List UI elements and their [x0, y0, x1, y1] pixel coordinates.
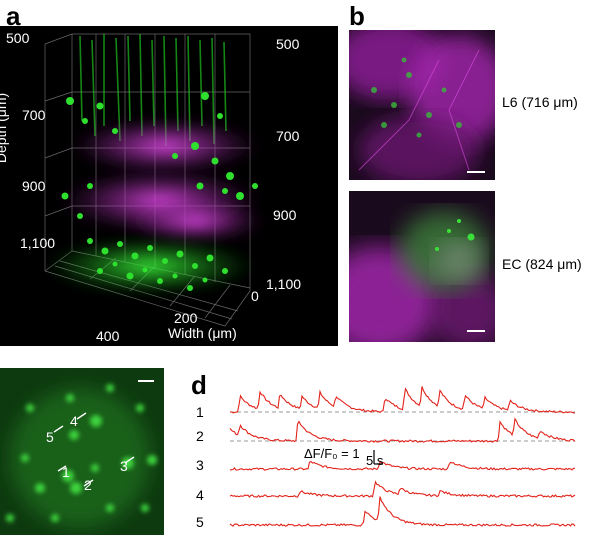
trace-1	[229, 386, 576, 414]
volume-render-svg	[44, 33, 265, 327]
trace-label-4: 4	[196, 487, 204, 503]
scale-bar-c	[138, 380, 154, 382]
depth-tick-700: 700	[22, 107, 46, 123]
trace-2	[229, 417, 576, 443]
right-tick-500: 500	[276, 36, 300, 52]
depth-tick-900: 900	[22, 178, 46, 194]
panel-letter-b: b	[349, 1, 365, 31]
trace-5	[229, 496, 576, 527]
width-axis-title: Width (μm)	[168, 325, 237, 341]
cell-label-1: 1	[62, 464, 70, 480]
trace-scale-bar	[373, 450, 383, 465]
cell-label-5: 5	[46, 429, 54, 445]
width-tick-0: 0	[251, 288, 259, 304]
micrograph-cells	[0, 368, 164, 535]
panel-letter-d: d	[191, 370, 207, 400]
micrograph-l6-svg	[349, 30, 495, 180]
layer-label-sp: SP	[317, 250, 336, 266]
label-l6-depth: L6 (716 μm)	[502, 94, 578, 110]
cell-label-3: 3	[120, 458, 128, 474]
depth-axis-title: Depth (μm)	[0, 92, 10, 164]
trace-label-5: 5	[196, 514, 204, 530]
micrograph-cells-svg	[0, 368, 164, 535]
trace-4	[229, 480, 576, 498]
scale-label-dff: ΔF/F₀ = 1	[304, 446, 360, 461]
right-tick-700: 700	[276, 128, 300, 144]
calcium-traces	[229, 386, 576, 527]
cell-label-2: 2	[84, 477, 92, 493]
micrograph-ec-svg	[349, 191, 495, 342]
panel-letter-a: a	[6, 1, 21, 31]
trace-label-2: 2	[196, 428, 204, 444]
layer-brackets	[304, 41, 311, 289]
layer-label-l5: L5	[317, 88, 333, 104]
layer-label-ec: EC	[317, 193, 337, 209]
width-tick-200: 200	[174, 310, 198, 326]
cell-label-4: 4	[70, 413, 78, 429]
scale-label-time: 5 s	[366, 453, 384, 468]
right-tick-1100: 1,100	[266, 276, 302, 292]
right-tick-900: 900	[273, 207, 297, 223]
depth-tick-1100: 1,100	[20, 235, 56, 251]
trace-3	[229, 460, 576, 471]
micrograph-ec	[349, 191, 495, 342]
scale-bar-b-top	[467, 171, 485, 173]
micrograph-l6	[349, 30, 495, 180]
volume-render-panel	[0, 26, 338, 346]
scale-bar-b-bottom	[467, 330, 485, 332]
depth-tick-500: 500	[6, 30, 30, 46]
trace-label-3: 3	[196, 457, 204, 473]
label-ec-depth: EC (824 μm)	[502, 256, 582, 272]
layer-label-l6: L6	[317, 134, 333, 150]
trace-label-1: 1	[196, 404, 204, 420]
width-tick-400: 400	[96, 328, 120, 344]
